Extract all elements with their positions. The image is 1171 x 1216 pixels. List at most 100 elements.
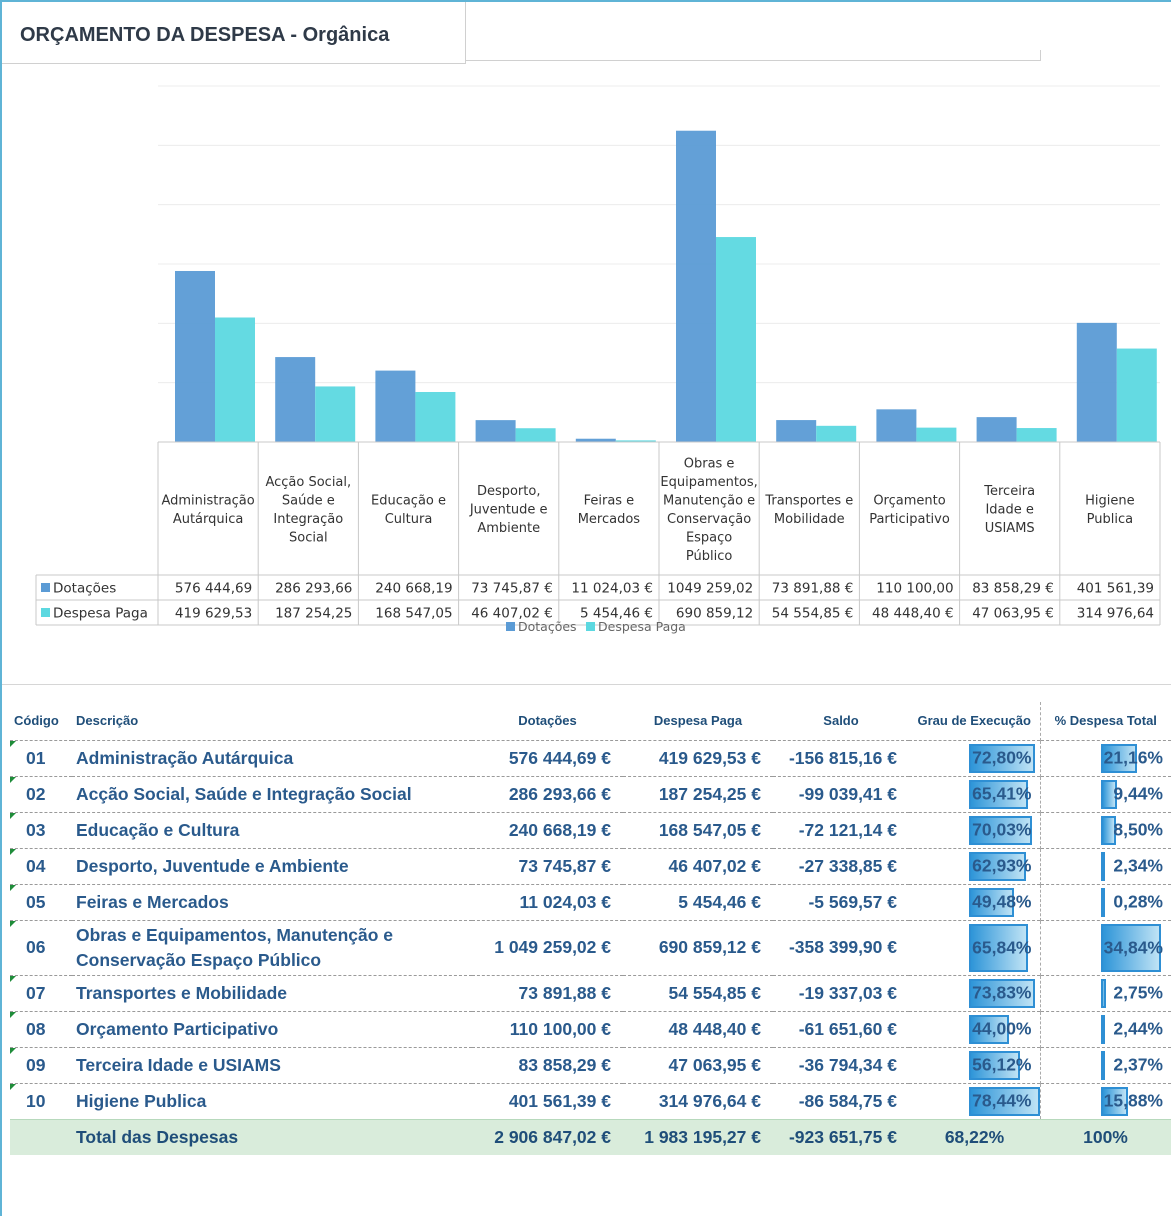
row-grau-execucao: 56,12% xyxy=(909,1046,1040,1083)
row-grau-execucao: 70,03% xyxy=(909,811,1040,848)
row-code-text: 07 xyxy=(26,982,46,1003)
row-description: Transportes e Mobilidade xyxy=(72,974,472,1011)
row-dotacoes: 73 891,88 € xyxy=(472,974,623,1011)
total-row: Total das Despesas 2 906 847,02 €1 983 19… xyxy=(10,1118,1171,1155)
cell-marker xyxy=(10,776,16,783)
row-saldo: -61 651,60 € xyxy=(773,1010,909,1047)
row-pct-despesa-total: 2,44% xyxy=(1039,1010,1171,1047)
bar-despesa-paga xyxy=(716,237,756,442)
table-row: 02 Acção Social, Saúde e Integração Socia… xyxy=(10,775,1171,812)
row-code: 04 xyxy=(10,847,72,884)
table-row: 04 Desporto, Juventude e Ambiente 73 745,8… xyxy=(10,847,1171,884)
row-dotacoes: 73 745,87 € xyxy=(472,847,623,884)
row-pct-despesa-total: 2,75% xyxy=(1039,974,1171,1011)
total-despesa-paga: 1 983 195,27 € xyxy=(623,1118,773,1155)
category-label: Obras e Equipamentos, Manutenção e Conserva… xyxy=(660,456,757,564)
row-grau-execucao: 65,41% xyxy=(909,775,1040,812)
table-cell-value: 1049 259,02 xyxy=(667,581,753,597)
row-code-text: 02 xyxy=(26,783,46,804)
row-despesa-paga: 168 547,05 € xyxy=(623,811,773,848)
table-cell-value: 690 859,12 xyxy=(676,606,753,622)
pct-value: 2,37% xyxy=(1113,1054,1163,1075)
row-code: 06 xyxy=(10,919,72,975)
series-key-dotacoes xyxy=(41,583,50,592)
table-row: 01 Administração Autárquica 576 444,69 €41… xyxy=(10,739,1171,776)
cell-marker xyxy=(10,884,16,891)
row-pct-despesa-total: 0,28% xyxy=(1039,883,1171,920)
grau-value: 73,83% xyxy=(972,982,1032,1003)
row-despesa-paga: 5 454,46 € xyxy=(623,883,773,920)
grau-data-bar xyxy=(969,815,1032,845)
pct-data-bar xyxy=(1100,743,1137,773)
pct-data-bar xyxy=(1100,1050,1105,1080)
pct-data-bar xyxy=(1100,779,1117,809)
grau-value: 62,93% xyxy=(972,855,1032,876)
bar-despesa-paga xyxy=(415,391,456,442)
category-label: Acção Social, Saúde e Integração Social xyxy=(265,475,351,546)
pct-data-bar xyxy=(1100,1086,1128,1116)
grau-value: 49,48% xyxy=(972,891,1032,912)
row-code-text: 09 xyxy=(26,1054,46,1075)
series-key-despesa-paga xyxy=(41,608,50,617)
table-cell-value: 83 858,29 € xyxy=(972,581,1054,597)
bar-dotacoes xyxy=(275,357,316,442)
legend-label: Dotações xyxy=(518,619,577,634)
grau-value: 65,84% xyxy=(972,937,1032,957)
bar-despesa-paga xyxy=(615,440,656,442)
pct-value: 2,44% xyxy=(1113,1018,1163,1039)
grau-value: 70,03% xyxy=(972,819,1032,840)
row-despesa-paga: 48 448,40 € xyxy=(623,1010,773,1047)
pct-value: 8,50% xyxy=(1113,819,1163,840)
row-code: 07 xyxy=(10,974,72,1011)
table-cell-value: 168 547,05 xyxy=(375,606,452,622)
pct-data-bar xyxy=(1100,978,1106,1008)
grau-value: 44,00% xyxy=(972,1018,1032,1039)
row-code: 09 xyxy=(10,1046,72,1083)
row-code-text: 08 xyxy=(26,1018,46,1039)
table-cell-value: 5 454,46 € xyxy=(580,606,653,622)
grau-data-bar xyxy=(969,779,1028,809)
grau-value: 65,41% xyxy=(972,783,1032,804)
category-label: Transportes e Mobilidade xyxy=(764,493,853,527)
table-cell-value: 54 554,85 € xyxy=(772,606,854,622)
cell-marker xyxy=(10,1047,16,1054)
bar-dotacoes xyxy=(676,130,716,442)
row-description: Terceira Idade e USIAMS xyxy=(72,1046,472,1083)
pct-value: 2,75% xyxy=(1113,982,1163,1003)
cell-marker xyxy=(10,740,16,747)
pct-value: 9,44% xyxy=(1113,783,1163,804)
row-despesa-paga: 54 554,85 € xyxy=(623,974,773,1011)
row-grau-execucao: 65,84% xyxy=(909,919,1040,975)
total-pct-despesa-total: 100% xyxy=(1040,1118,1171,1155)
grau-data-bar xyxy=(969,1050,1020,1080)
series-name: Dotações xyxy=(53,581,116,597)
title-divider xyxy=(466,60,1041,61)
total-code xyxy=(10,1118,72,1155)
series-name: Despesa Paga xyxy=(53,606,148,622)
row-pct-despesa-total: 2,34% xyxy=(1039,847,1171,884)
row-code-text: 04 xyxy=(26,855,46,876)
bar-dotacoes xyxy=(475,420,516,442)
category-label: Desporto, Juventude e Ambiente xyxy=(469,484,548,536)
row-dotacoes: 1 049 259,02 € xyxy=(472,919,623,975)
table-cell-value: 286 293,66 xyxy=(275,581,352,597)
table-row: 08 Orçamento Participativo 110 100,00 €48 … xyxy=(10,1010,1171,1047)
pct-value: 0,28% xyxy=(1113,891,1163,912)
category-label: Educação e Cultura xyxy=(371,493,446,527)
table-cell-value: 401 561,39 xyxy=(1077,581,1154,597)
row-pct-despesa-total: 8,50% xyxy=(1039,811,1171,848)
row-grau-execucao: 62,93% xyxy=(909,847,1040,884)
pct-data-bar xyxy=(1100,815,1116,845)
grau-data-bar xyxy=(969,1086,1040,1116)
table-cell-value: 240 668,19 xyxy=(375,581,452,597)
pct-value: 21,16% xyxy=(1103,747,1163,768)
header-pct-despesa-total: % Despesa Total xyxy=(1039,702,1171,740)
table-row: 05 Feiras e Mercados 11 024,03 €5 454,46 €… xyxy=(10,883,1171,920)
row-grau-execucao: 78,44% xyxy=(909,1082,1040,1119)
row-despesa-paga: 419 629,53 € xyxy=(623,739,773,776)
row-dotacoes: 83 858,29 € xyxy=(472,1046,623,1083)
header-grau-execucao: Grau de Execução xyxy=(917,713,1031,729)
table-row: 03 Educação e Cultura 240 668,19 €168 547,… xyxy=(10,811,1171,848)
table-cell-value: 73 891,88 € xyxy=(772,581,854,597)
title-box: ORÇAMENTO DA DESPESA - Orgânica xyxy=(2,2,466,64)
